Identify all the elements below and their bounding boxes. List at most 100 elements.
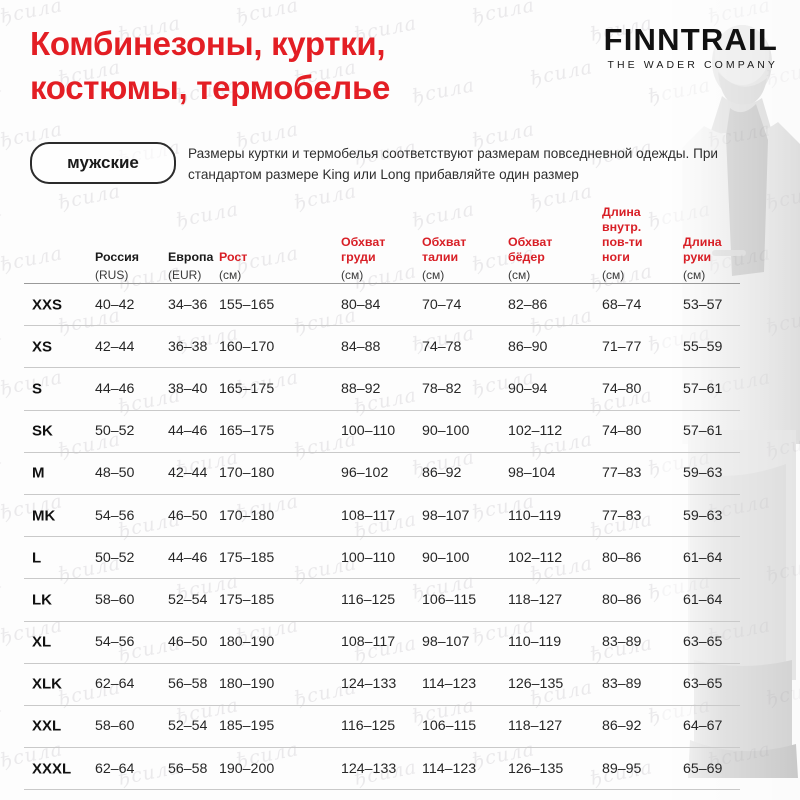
measurement-cell: 160–170 <box>219 338 275 355</box>
column-header-label: Обхват талии <box>422 235 467 265</box>
table-header-row: Россия (RUS) Европа (EUR) Рост (см) Обхват груд… <box>24 205 740 283</box>
measurement-cell: 50–52 <box>95 423 135 440</box>
measurement-cell: 106–115 <box>422 718 477 735</box>
table-row: M 48–50 42–44 170–180 96–102 86–92 98–104 77–83… <box>24 451 740 494</box>
size-label-cell: XXS <box>32 296 63 314</box>
measurement-cell: 86–92 <box>602 718 642 735</box>
measurement-cell: 155–165 <box>219 296 275 313</box>
measurement-cell: 59–63 <box>683 465 723 482</box>
measurement-cell: 55–59 <box>683 338 723 355</box>
measurement-cell: 56–58 <box>168 676 208 693</box>
measurement-cell: 65–69 <box>683 760 723 777</box>
size-label-cell: S <box>32 380 43 398</box>
column-header: Длина руки (см) <box>683 235 753 283</box>
brand-tagline: THE WADER COMPANY <box>607 59 778 71</box>
measurement-cell: 54–56 <box>95 507 135 524</box>
measurement-cell: 54–56 <box>95 634 135 651</box>
measurement-cell: 98–107 <box>422 634 470 651</box>
description-text: Размеры куртки и термобелья соответствую… <box>188 143 740 185</box>
measurement-cell: 57–61 <box>683 380 723 397</box>
measurement-cell: 98–107 <box>422 507 470 524</box>
measurement-cell: 63–65 <box>683 634 723 651</box>
measurement-cell: 100–110 <box>341 549 396 566</box>
table-row: LK 58–60 52–54 175–185 116–125 106–115 118–127… <box>24 578 740 620</box>
column-header: Рост (см) <box>219 250 329 283</box>
column-header-label: Обхват груди <box>341 235 386 265</box>
table-row: XL 54–56 46–50 180–190 108–117 98–107 110–119 8… <box>24 620 740 663</box>
measurement-cell: 80–86 <box>602 591 642 608</box>
measurement-cell: 190–200 <box>219 760 275 777</box>
column-header: Длина внутр. пов-ти ноги (см) <box>602 205 676 283</box>
gender-badge: мужские <box>30 142 176 184</box>
column-header-unit: (см) <box>683 268 706 283</box>
measurement-cell: 70–74 <box>422 296 462 313</box>
page-title-line1: Комбинезоны, куртки, <box>30 25 386 62</box>
measurement-cell: 62–64 <box>95 676 135 693</box>
measurement-cell: 110–119 <box>508 507 562 524</box>
measurement-cell: 40–42 <box>95 296 135 313</box>
measurement-cell: 46–50 <box>168 507 208 524</box>
measurement-cell: 34–36 <box>168 296 208 313</box>
measurement-cell: 118–127 <box>508 718 563 735</box>
description-line1: Размеры куртки и термобелья соответствую… <box>188 146 633 161</box>
column-header-unit: (см) <box>422 268 445 283</box>
measurement-cell: 96–102 <box>341 465 389 482</box>
measurement-cell: 83–89 <box>602 676 642 693</box>
measurement-cell: 88–92 <box>341 380 381 397</box>
page-title-line2: костюмы, термобелье <box>30 68 391 106</box>
measurement-cell: 86–90 <box>508 338 548 355</box>
measurement-cell: 52–54 <box>168 718 208 735</box>
column-header: Россия (RUS) <box>95 250 167 283</box>
measurement-cell: 90–100 <box>422 423 470 440</box>
column-header: Обхват талии (см) <box>422 235 506 283</box>
column-header-unit: (см) <box>602 268 625 283</box>
column-header-label: Европа <box>168 250 214 265</box>
column-header-label: Россия <box>95 250 139 265</box>
size-label-cell: M <box>32 464 45 482</box>
table-row: L 50–52 44–46 175–185 100–110 90–100 102–112 80… <box>24 536 740 578</box>
size-label-cell: MK <box>32 507 56 525</box>
size-label-cell: LK <box>32 591 52 609</box>
gender-badge-label: мужские <box>67 153 139 172</box>
measurement-cell: 58–60 <box>95 591 135 608</box>
size-label-cell: XL <box>32 633 52 651</box>
measurement-cell: 74–78 <box>422 338 462 355</box>
measurement-cell: 116–125 <box>341 591 396 608</box>
measurement-cell: 52–54 <box>168 591 208 608</box>
measurement-cell: 62–64 <box>95 760 135 777</box>
measurement-cell: 108–117 <box>341 634 396 651</box>
measurement-cell: 59–63 <box>683 507 723 524</box>
table-row: XS 42–44 36–38 160–170 84–88 74–78 86–90 71–77 5… <box>24 325 740 367</box>
measurement-cell: 61–64 <box>683 549 723 566</box>
measurement-cell: 42–44 <box>95 338 135 355</box>
measurement-cell: 74–80 <box>602 423 642 440</box>
measurement-cell: 80–86 <box>602 549 642 566</box>
column-header: Европа (EUR) <box>168 250 238 283</box>
measurement-cell: 114–123 <box>422 760 477 777</box>
measurement-cell: 175–185 <box>219 591 275 608</box>
table-row: SK 50–52 44–46 165–175 100–110 90–100 102–112 7… <box>24 409 740 452</box>
measurement-cell: 124–133 <box>341 760 397 777</box>
measurement-cell: 98–104 <box>508 465 556 482</box>
measurement-cell: 58–60 <box>95 718 135 735</box>
brand-logo: FINNTRAIL THE WADER COMPANY <box>604 24 778 71</box>
measurement-cell: 102–112 <box>508 423 563 440</box>
measurement-cell: 185–195 <box>219 718 275 735</box>
brand-name: FINNTRAIL <box>603 22 778 57</box>
column-header-unit: (см) <box>341 268 364 283</box>
measurement-cell: 170–180 <box>219 507 275 524</box>
table-row: XXXL 62–64 56–58 190–200 124–133 114–123 126–1… <box>24 747 740 791</box>
column-header-unit: (RUS) <box>95 268 129 283</box>
measurement-cell: 124–133 <box>341 676 397 693</box>
measurement-cell: 82–86 <box>508 296 548 313</box>
table-row: XLK 62–64 56–58 180–190 124–133 114–123 126–13… <box>24 662 740 705</box>
measurement-cell: 165–175 <box>219 423 275 440</box>
measurement-cell: 126–135 <box>508 760 564 777</box>
size-label-cell: XXL <box>32 717 62 735</box>
table-row: XXL 58–60 52–54 185–195 116–125 106–115 118–12… <box>24 704 740 747</box>
measurement-cell: 50–52 <box>95 549 135 566</box>
measurement-cell: 84–88 <box>341 338 381 355</box>
measurement-cell: 44–46 <box>168 423 208 440</box>
measurement-cell: 165–175 <box>219 380 275 397</box>
